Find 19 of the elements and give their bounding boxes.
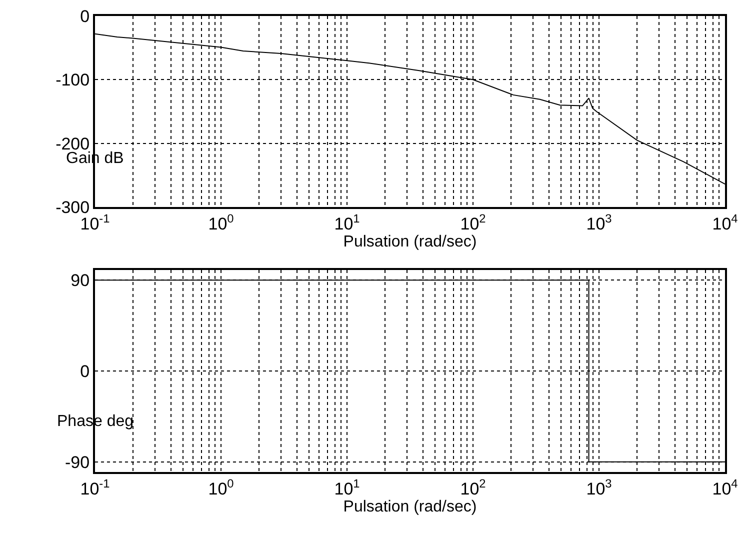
y-tick-label: -300: [56, 198, 90, 217]
y-tick-label: 0: [80, 362, 90, 381]
x-tick-label: 10$^{0}$: [208, 476, 234, 498]
x-tick-label: 10$^{1}$: [334, 211, 360, 234]
y-tick-label: -90: [65, 452, 90, 472]
x-tick-label: 10$^{1}$: [334, 476, 360, 498]
x-tick-label: 10$^{-1}$: [80, 476, 110, 498]
y-tick-label: 90: [70, 271, 90, 290]
x-tick-label: 10$^{2}$: [460, 211, 486, 234]
x-tick-label: 10$^{3}$: [586, 211, 612, 234]
y-tick-label: -100: [56, 70, 90, 90]
x-tick-label: 10$^{4}$: [712, 476, 738, 498]
x-tick-label: 10$^{4}$: [712, 211, 738, 234]
y-tick-label: 0: [80, 6, 90, 26]
x-tick-label: 10$^{0}$: [208, 211, 234, 234]
x-tick-label: 10$^{2}$: [460, 476, 486, 498]
x-tick-label: 10$^{3}$: [586, 476, 612, 498]
x-axis-title: Pulsation (rad/sec): [343, 498, 477, 516]
x-axis-title: Pulsation (rad/sec): [343, 233, 477, 250]
